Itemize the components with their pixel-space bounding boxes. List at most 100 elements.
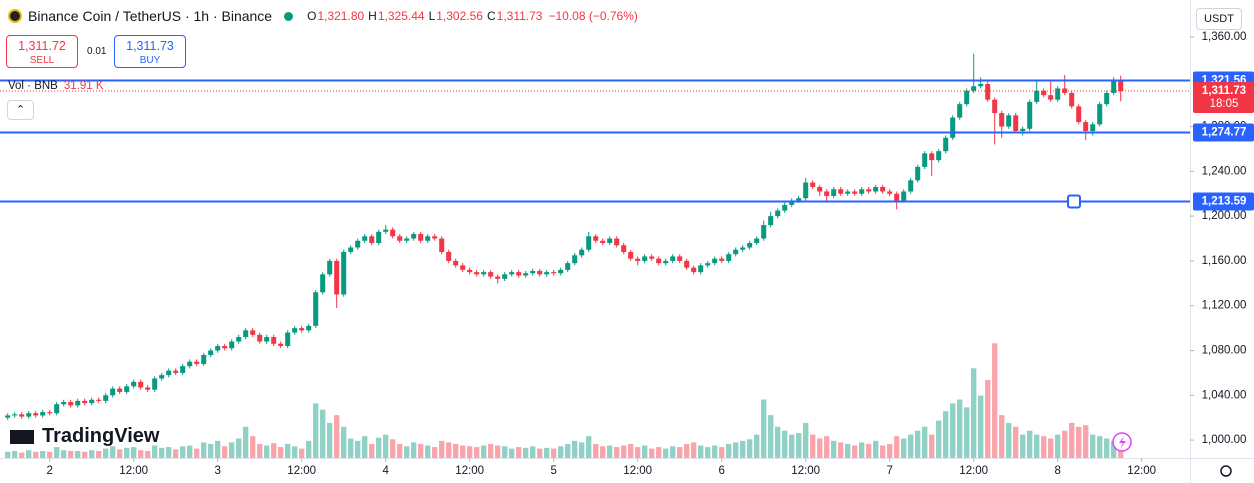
candle-body	[446, 251, 452, 261]
volume-bar	[117, 449, 123, 458]
volume-bar	[47, 451, 53, 458]
candle-body	[54, 404, 60, 414]
volume-bar	[362, 436, 368, 458]
volume-bar	[782, 430, 788, 458]
volume-bar	[1013, 426, 1019, 458]
volume-bar	[152, 445, 158, 458]
candle-body	[782, 204, 788, 211]
candle-body	[173, 370, 179, 373]
volume-bar	[712, 445, 718, 458]
volume-bar	[138, 450, 144, 458]
candle-body	[880, 187, 886, 192]
volume-bar	[733, 442, 739, 458]
candle-body	[5, 415, 11, 418]
volume-bar	[698, 445, 704, 458]
volume-bar	[1090, 434, 1096, 458]
candle-body	[124, 386, 130, 392]
symbol[interactable]: Binance Coin / TetherUS · 1h · Binance	[28, 8, 273, 24]
currency-button[interactable]: USDT	[1196, 8, 1242, 30]
volume-bar	[502, 446, 508, 458]
candle-body	[957, 104, 963, 118]
candle-body	[278, 343, 284, 347]
x-tick-label: 4	[382, 465, 389, 477]
volume-bar	[425, 445, 431, 458]
candle-body	[1055, 88, 1061, 100]
x-tick-label: 12:00	[119, 465, 148, 477]
volume-bar	[1097, 436, 1103, 458]
volume-bar	[824, 436, 830, 458]
volume-bar	[306, 440, 312, 458]
x-tick-label: 12:00	[623, 465, 652, 477]
volume-bar	[509, 448, 515, 458]
volume-bar	[355, 440, 361, 458]
candle-body	[215, 346, 221, 351]
volume-bar	[614, 447, 620, 458]
volume-bar	[61, 450, 67, 458]
volume-bar	[460, 445, 466, 458]
candle-body	[803, 182, 809, 199]
candle-body	[1006, 115, 1012, 127]
ohlc-value: 1,325.44	[377, 9, 425, 23]
volume-bar	[320, 409, 326, 458]
candle-body	[544, 272, 550, 275]
candle-body	[341, 251, 347, 295]
volume-bar	[166, 447, 172, 458]
volume-bar	[810, 434, 816, 458]
volume-bar	[313, 403, 319, 458]
volume-bar	[642, 445, 648, 458]
candle-body	[775, 210, 781, 217]
y-tick-label: 1,360.00	[1202, 31, 1247, 43]
x-tick-label: 12:00	[455, 465, 484, 477]
candle-body	[166, 370, 172, 376]
candle-body	[159, 375, 165, 379]
volume-bar	[670, 446, 676, 458]
candle-body	[467, 269, 473, 273]
candle-body	[138, 381, 144, 388]
x-tick-label: 2	[46, 465, 52, 477]
candle-body	[19, 414, 25, 417]
sell-price: 1,311.72	[18, 39, 66, 53]
volume-bar	[215, 440, 221, 458]
candle-body	[810, 182, 816, 188]
volume-bar	[131, 447, 137, 458]
volume-bar	[726, 443, 732, 458]
volume-bar	[929, 434, 935, 458]
candle-body	[383, 229, 389, 232]
sell-button[interactable]: 1,311.72 SELL	[6, 35, 78, 68]
ohlc-key: H	[368, 9, 377, 23]
volume-bar	[901, 438, 907, 458]
candle-body	[516, 272, 522, 276]
volume-bar	[327, 422, 333, 458]
candle-body	[915, 166, 921, 181]
candle-body	[355, 240, 361, 248]
buy-button[interactable]: 1,311.73 BUY	[114, 35, 186, 68]
candle-body	[334, 260, 340, 295]
volume-bar	[831, 440, 837, 458]
volume-bar	[964, 407, 970, 458]
volume-bar	[1062, 430, 1068, 458]
x-tick-label: 12:00	[959, 465, 988, 477]
volume-bar	[299, 448, 305, 458]
ohlc-key: C	[486, 9, 496, 23]
candle-body	[894, 193, 900, 201]
ohlc-value: 1,302.56	[436, 9, 483, 23]
volume-bar	[551, 448, 557, 458]
candle-body	[61, 402, 67, 405]
candle-body	[747, 243, 753, 248]
candle-body	[936, 151, 942, 161]
change: −10.08 (−0.76%)	[548, 9, 638, 23]
volume-bar	[89, 450, 95, 458]
candle-body	[1062, 88, 1068, 93]
volume-bar	[474, 447, 480, 458]
collapse-button[interactable]: ⌃	[7, 100, 34, 120]
candle-body	[145, 387, 151, 390]
volume-bar	[1048, 438, 1054, 458]
volume-bar	[887, 443, 893, 458]
candle-body	[481, 272, 487, 275]
candle-body	[579, 249, 585, 256]
candle-body	[488, 272, 494, 277]
candle-body	[845, 191, 851, 194]
volume-bar	[1027, 430, 1033, 458]
volume-bar	[579, 442, 585, 458]
volume-bar	[663, 448, 669, 458]
